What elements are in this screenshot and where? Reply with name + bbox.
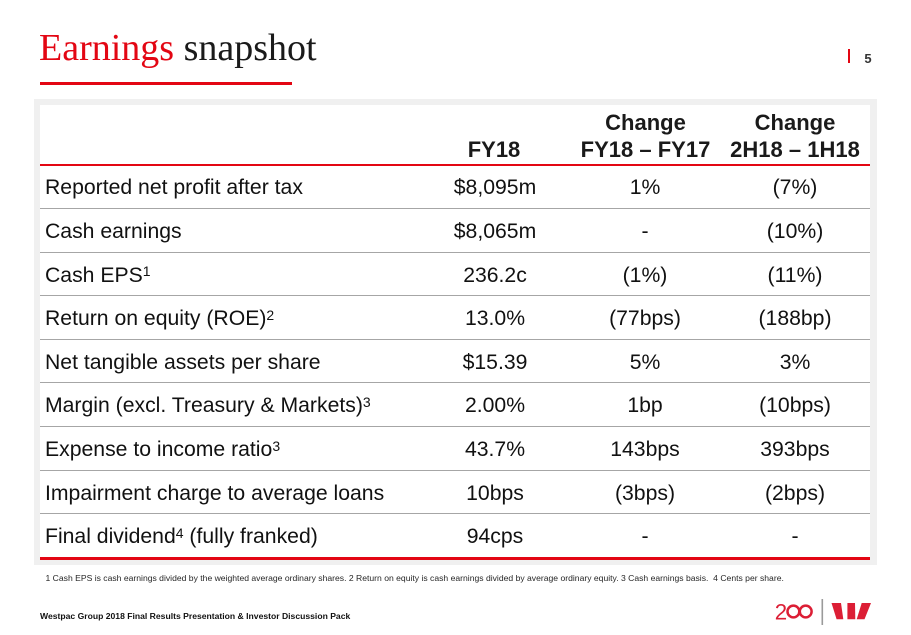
svg-text:2: 2	[775, 600, 787, 625]
